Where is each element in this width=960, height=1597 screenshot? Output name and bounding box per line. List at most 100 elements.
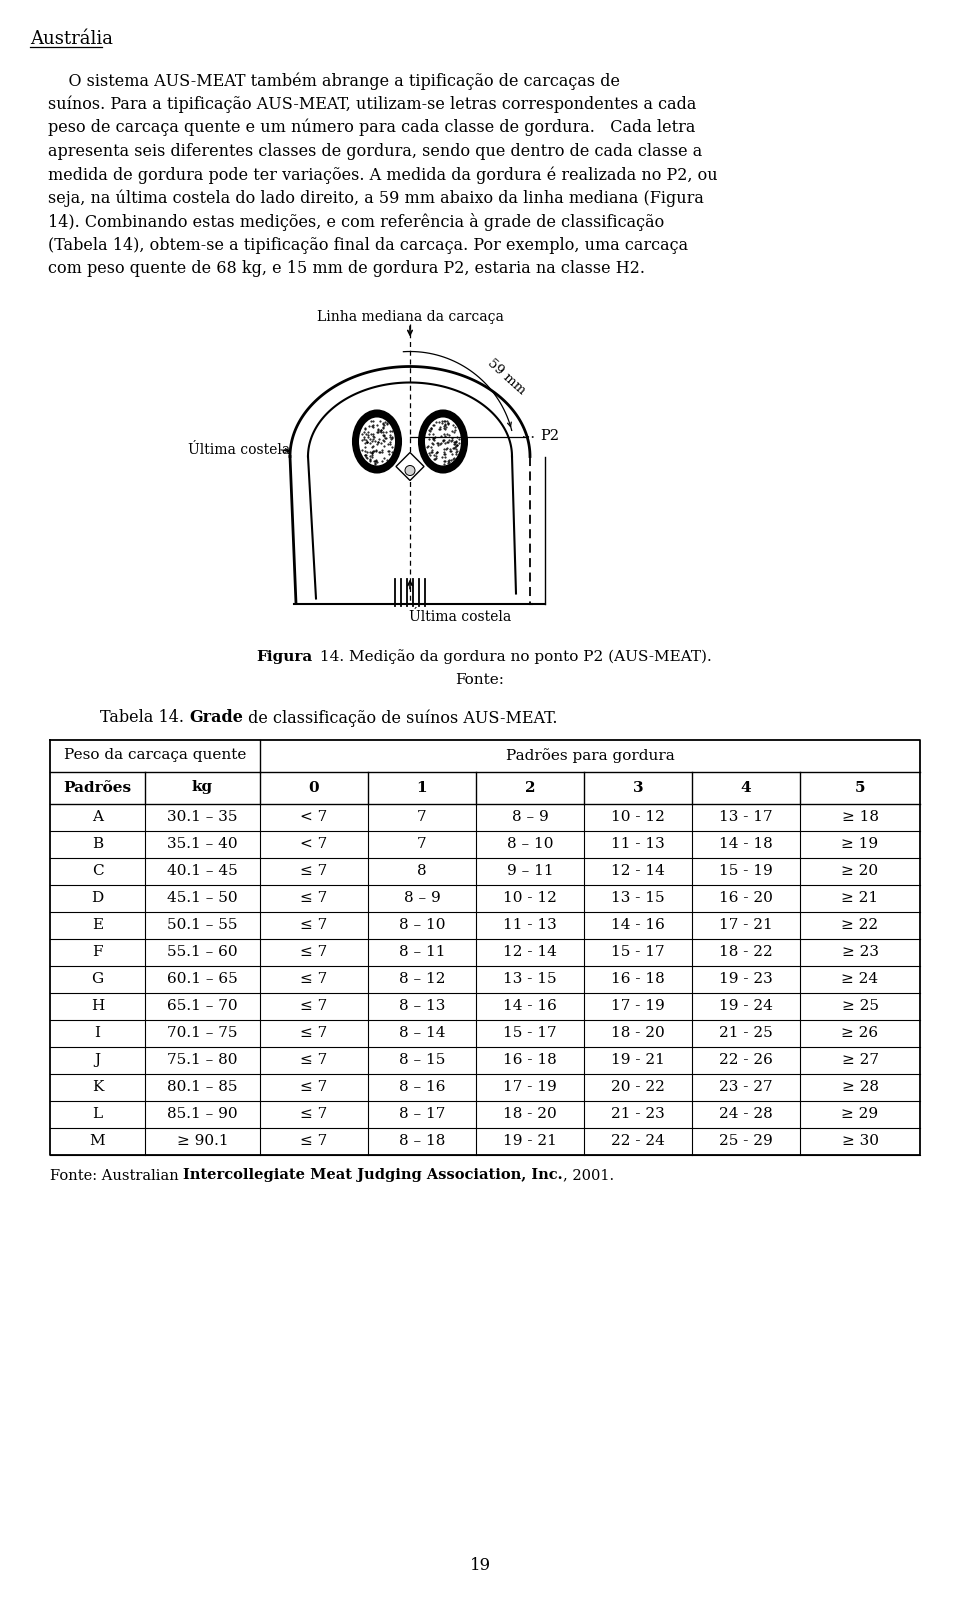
- Text: A: A: [92, 810, 103, 824]
- Text: ≥ 27: ≥ 27: [842, 1052, 878, 1067]
- Text: B: B: [92, 837, 103, 851]
- Text: 18 - 20: 18 - 20: [612, 1025, 665, 1040]
- Text: D: D: [91, 891, 104, 905]
- Text: Peso da carcaça quente: Peso da carcaça quente: [63, 749, 246, 762]
- Text: 45.1 – 50: 45.1 – 50: [167, 891, 238, 905]
- Text: 70.1 – 75: 70.1 – 75: [167, 1025, 238, 1040]
- Text: ≤ 7: ≤ 7: [300, 891, 327, 905]
- Text: 8 – 17: 8 – 17: [398, 1107, 445, 1121]
- Text: ≥ 22: ≥ 22: [841, 918, 878, 933]
- Text: kg: kg: [192, 781, 213, 794]
- Text: 65.1 – 70: 65.1 – 70: [167, 1000, 238, 1012]
- Text: , 2001.: , 2001.: [563, 1169, 614, 1182]
- Text: ≥ 25: ≥ 25: [842, 1000, 878, 1012]
- Text: com peso quente de 68 kg, e 15 mm de gordura P2, estaria na classe H2.: com peso quente de 68 kg, e 15 mm de gor…: [48, 260, 645, 276]
- Text: Tabela 14.: Tabela 14.: [100, 709, 189, 727]
- Text: K: K: [92, 1080, 103, 1094]
- Text: ≤ 7: ≤ 7: [300, 1107, 327, 1121]
- Ellipse shape: [425, 417, 461, 465]
- Text: 13 - 15: 13 - 15: [612, 891, 665, 905]
- Text: 5: 5: [854, 781, 865, 794]
- Text: O sistema AUS-MEAT também abrange a tipificação de carcaças de: O sistema AUS-MEAT também abrange a tipi…: [48, 72, 620, 89]
- Text: 13 - 15: 13 - 15: [503, 973, 557, 985]
- Text: ≥ 18: ≥ 18: [842, 810, 878, 824]
- Text: 59 mm: 59 mm: [485, 356, 528, 396]
- Text: 16 - 20: 16 - 20: [719, 891, 773, 905]
- Text: 7: 7: [418, 810, 427, 824]
- Text: 75.1 – 80: 75.1 – 80: [167, 1052, 238, 1067]
- Text: 8 – 14: 8 – 14: [398, 1025, 445, 1040]
- Text: Padrões para gordura: Padrões para gordura: [506, 747, 674, 763]
- Text: 60.1 – 65: 60.1 – 65: [167, 973, 238, 985]
- Text: ≥ 20: ≥ 20: [841, 864, 878, 878]
- Text: < 7: < 7: [300, 810, 327, 824]
- Text: P2: P2: [540, 430, 559, 444]
- Text: 17 - 19: 17 - 19: [612, 1000, 665, 1012]
- Text: ≤ 7: ≤ 7: [300, 973, 327, 985]
- Text: 40.1 – 45: 40.1 – 45: [167, 864, 238, 878]
- Ellipse shape: [419, 410, 467, 473]
- Text: 8 – 9: 8 – 9: [403, 891, 441, 905]
- Text: 21 - 25: 21 - 25: [719, 1025, 773, 1040]
- Text: 24 - 28: 24 - 28: [719, 1107, 773, 1121]
- Text: 8 – 13: 8 – 13: [398, 1000, 445, 1012]
- Text: 22 - 24: 22 - 24: [612, 1134, 665, 1148]
- Text: Figura: Figura: [256, 650, 312, 663]
- Text: ≤ 7: ≤ 7: [300, 1052, 327, 1067]
- Text: (Tabela 14), obtem-se a tipificação final da carcaça. Por exemplo, uma carcaça: (Tabela 14), obtem-se a tipificação fina…: [48, 236, 688, 254]
- Text: 8 – 12: 8 – 12: [398, 973, 445, 985]
- Text: Padrões: Padrões: [63, 781, 132, 794]
- Text: 15 - 17: 15 - 17: [503, 1025, 557, 1040]
- Text: 18 - 20: 18 - 20: [503, 1107, 557, 1121]
- Text: Última costela: Última costela: [409, 610, 511, 623]
- Text: 85.1 – 90: 85.1 – 90: [167, 1107, 238, 1121]
- Text: 17 - 21: 17 - 21: [719, 918, 773, 933]
- Text: 8 – 15: 8 – 15: [398, 1052, 445, 1067]
- Text: 19: 19: [469, 1557, 491, 1573]
- Text: 0: 0: [309, 781, 320, 794]
- Text: G: G: [91, 973, 104, 985]
- Text: apresenta seis diferentes classes de gordura, sendo que dentro de cada classe a: apresenta seis diferentes classes de gor…: [48, 142, 703, 160]
- Text: 4: 4: [741, 781, 752, 794]
- Text: 1: 1: [417, 781, 427, 794]
- Polygon shape: [396, 452, 424, 481]
- Text: Intercollegiate Meat Judging Association, Inc.: Intercollegiate Meat Judging Association…: [183, 1169, 563, 1182]
- Text: 19 - 23: 19 - 23: [719, 973, 773, 985]
- Text: 8 – 18: 8 – 18: [398, 1134, 445, 1148]
- Text: ≤ 7: ≤ 7: [300, 864, 327, 878]
- Text: 14 - 16: 14 - 16: [612, 918, 665, 933]
- Text: C: C: [92, 864, 104, 878]
- Text: 8 – 10: 8 – 10: [507, 837, 553, 851]
- Text: ≤ 7: ≤ 7: [300, 1134, 327, 1148]
- Text: medida de gordura pode ter variações. A medida da gordura é realizada no P2, ou: medida de gordura pode ter variações. A …: [48, 166, 718, 184]
- Text: 8: 8: [418, 864, 427, 878]
- Text: 21 - 23: 21 - 23: [612, 1107, 665, 1121]
- Text: 25 - 29: 25 - 29: [719, 1134, 773, 1148]
- Text: Fonte:: Fonte:: [455, 674, 505, 687]
- Text: M: M: [89, 1134, 106, 1148]
- Text: ≤ 7: ≤ 7: [300, 1000, 327, 1012]
- Text: 20 - 22: 20 - 22: [612, 1080, 665, 1094]
- Text: ≥ 28: ≥ 28: [842, 1080, 878, 1094]
- Text: 55.1 – 60: 55.1 – 60: [167, 945, 238, 960]
- Text: 8 – 11: 8 – 11: [398, 945, 445, 960]
- Text: 12 - 14: 12 - 14: [612, 864, 665, 878]
- Text: seja, na última costela do lado direito, a 59 mm abaixo da linha mediana (Figura: seja, na última costela do lado direito,…: [48, 190, 704, 208]
- Text: H: H: [91, 1000, 104, 1012]
- Text: 19 - 21: 19 - 21: [503, 1134, 557, 1148]
- Text: Última costela: Última costela: [188, 442, 290, 457]
- Text: E: E: [92, 918, 103, 933]
- Text: Grade: Grade: [189, 709, 243, 727]
- Text: ≥ 21: ≥ 21: [841, 891, 878, 905]
- Ellipse shape: [359, 417, 395, 465]
- Text: 10 - 12: 10 - 12: [503, 891, 557, 905]
- Text: L: L: [92, 1107, 103, 1121]
- Text: 3: 3: [633, 781, 643, 794]
- Text: ≤ 7: ≤ 7: [300, 1080, 327, 1094]
- Text: 23 - 27: 23 - 27: [719, 1080, 773, 1094]
- Text: ≤ 7: ≤ 7: [300, 918, 327, 933]
- Text: 35.1 – 40: 35.1 – 40: [167, 837, 238, 851]
- Text: 11 - 13: 11 - 13: [612, 837, 665, 851]
- Text: de classificação de suínos AUS-MEAT.: de classificação de suínos AUS-MEAT.: [243, 709, 558, 727]
- Text: 19 - 24: 19 - 24: [719, 1000, 773, 1012]
